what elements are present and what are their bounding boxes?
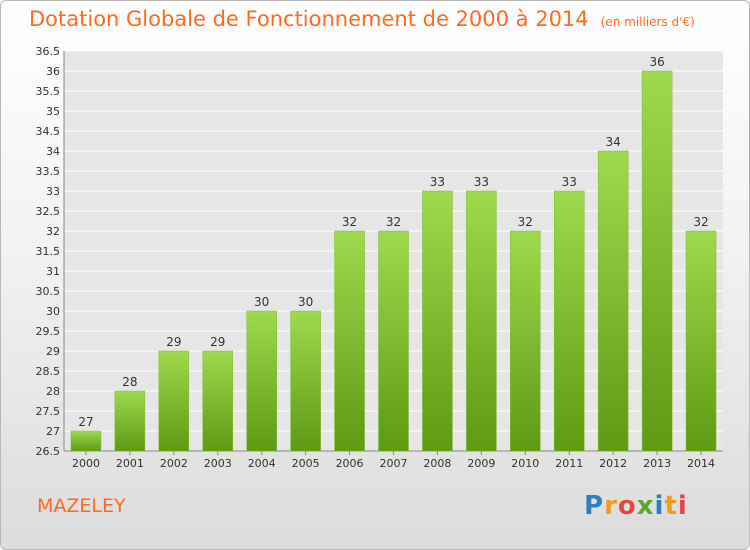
x-tick-label: 2010 <box>511 457 539 470</box>
x-tick-label: 2008 <box>423 457 451 470</box>
x-tick-label: 2011 <box>555 457 583 470</box>
commune-name: MAZELEY <box>37 495 126 517</box>
bar <box>597 150 629 452</box>
y-tick-label: 31 <box>46 265 60 278</box>
bar-value-label: 32 <box>693 215 708 229</box>
logo-letter: i <box>677 491 688 521</box>
x-tick-label: 2007 <box>380 457 408 470</box>
logo-letter: P <box>584 491 605 521</box>
x-tick-label: 2000 <box>72 457 100 470</box>
y-tick-label: 32.5 <box>36 205 61 218</box>
bar <box>70 430 102 452</box>
x-tick-label: 2014 <box>687 457 715 470</box>
bar <box>466 190 497 452</box>
x-tick-label: 2003 <box>204 457 232 470</box>
bar <box>290 310 321 452</box>
bar <box>510 230 541 452</box>
proxiti-logo: Proxiti <box>584 491 688 521</box>
bar <box>114 390 146 452</box>
y-tick-label: 28 <box>46 385 60 398</box>
bar <box>553 190 585 452</box>
logo-letter: x <box>636 491 655 521</box>
y-tick-label: 36 <box>46 65 60 78</box>
x-tick-label: 2001 <box>116 457 144 470</box>
bar-value-label: 33 <box>474 175 489 189</box>
bar-value-label: 32 <box>342 215 357 229</box>
bar-value-label: 28 <box>122 375 137 389</box>
y-tick-label: 34.5 <box>36 125 61 138</box>
y-tick-label: 33.5 <box>36 165 61 178</box>
y-tick-label: 31.5 <box>36 245 61 258</box>
logo-letter: i <box>654 491 665 521</box>
bar-value-label: 34 <box>606 135 621 149</box>
logo-letter: r <box>604 491 618 521</box>
x-tick-labels: 2000 2001 2002 2003 2004 2005 2006 2007 2008 2009… <box>72 457 715 470</box>
y-tick-label: 30 <box>46 305 60 318</box>
bar <box>685 230 717 452</box>
chart-title: Dotation Globale de Fonctionnement de 20… <box>29 7 695 31</box>
y-tick-label: 33 <box>46 185 60 198</box>
bar-value-label: 27 <box>78 415 93 429</box>
bar-value-label: 32 <box>518 215 533 229</box>
bar <box>334 230 365 452</box>
bar <box>202 350 234 452</box>
chart-unit: (en milliers d'€) <box>600 15 695 29</box>
y-tick-label: 29.5 <box>36 325 61 338</box>
y-tick-label: 29 <box>46 345 60 358</box>
y-tick-labels: 26.5 27 27.5 28 28.5 29 29.5 30 30.5 31 31.5 32 32.5… <box>36 45 61 458</box>
y-tick-label: 27 <box>46 425 60 438</box>
bar-value-label: 29 <box>210 335 225 349</box>
x-tick-label: 2009 <box>467 457 495 470</box>
y-tick-label: 26.5 <box>36 445 61 458</box>
y-tick-label: 35 <box>46 105 60 118</box>
x-tick-label: 2004 <box>248 457 276 470</box>
y-tick-label: 30.5 <box>36 285 61 298</box>
bar-value-label: 33 <box>430 175 445 189</box>
bar-value-label: 36 <box>649 55 664 69</box>
logo-letter: t <box>664 491 678 521</box>
y-tick-label: 35.5 <box>36 85 61 98</box>
logo-letter: o <box>617 491 637 521</box>
bar <box>158 350 190 452</box>
x-tick-label: 2002 <box>160 457 188 470</box>
bar <box>422 190 453 452</box>
x-tick-label: 2006 <box>336 457 364 470</box>
bar <box>246 310 277 452</box>
y-tick-label: 34 <box>46 145 60 158</box>
bar <box>378 230 409 452</box>
y-tick-label: 27.5 <box>36 405 61 418</box>
bar-value-label: 29 <box>166 335 181 349</box>
bar <box>641 70 673 452</box>
bar-value-label: 32 <box>386 215 401 229</box>
bar-value-label: 30 <box>254 295 269 309</box>
bar-value-label: 33 <box>562 175 577 189</box>
chart-title-main: Dotation Globale de Fonctionnement de 20… <box>29 7 589 31</box>
x-tick-label: 2013 <box>643 457 671 470</box>
y-tick-label: 32 <box>46 225 60 238</box>
y-tick-label: 28.5 <box>36 365 61 378</box>
bars <box>70 70 717 452</box>
bar-value-labels: 27 28 29 29 30 30 32 32 33 33 32 33 34 36 32 <box>78 55 708 429</box>
bar-value-label: 30 <box>298 295 313 309</box>
x-tick-label: 2005 <box>292 457 320 470</box>
x-tick-label: 2012 <box>599 457 627 470</box>
y-tick-label: 36.5 <box>36 45 61 58</box>
